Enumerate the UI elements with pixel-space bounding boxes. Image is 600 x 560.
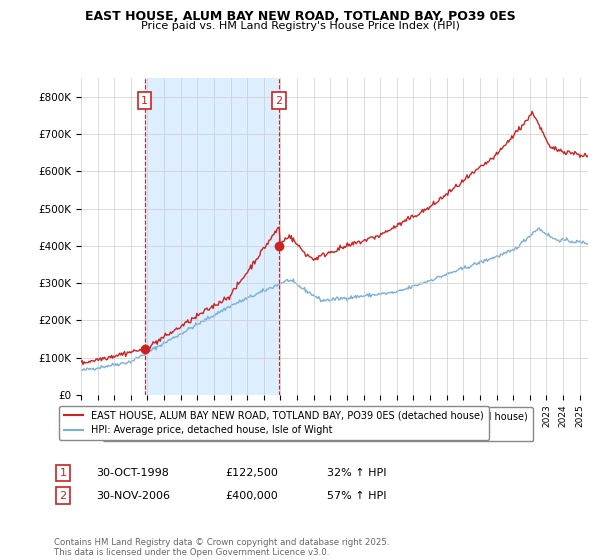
Text: Price paid vs. HM Land Registry's House Price Index (HPI): Price paid vs. HM Land Registry's House … bbox=[140, 21, 460, 31]
Text: 1: 1 bbox=[59, 468, 67, 478]
Text: 2: 2 bbox=[59, 491, 67, 501]
Legend: EAST HOUSE, ALUM BAY NEW ROAD, TOTLAND BAY, PO39 0ES (detached house), HPI: Aver: EAST HOUSE, ALUM BAY NEW ROAD, TOTLAND B… bbox=[103, 407, 533, 441]
Text: EAST HOUSE, ALUM BAY NEW ROAD, TOTLAND BAY, PO39 0ES: EAST HOUSE, ALUM BAY NEW ROAD, TOTLAND B… bbox=[85, 10, 515, 23]
Text: 2: 2 bbox=[275, 96, 283, 105]
Text: 30-NOV-2006: 30-NOV-2006 bbox=[96, 491, 170, 501]
Text: 30-OCT-1998: 30-OCT-1998 bbox=[96, 468, 169, 478]
Bar bbox=[145, 78, 279, 395]
Text: £400,000: £400,000 bbox=[225, 491, 278, 501]
Legend: EAST HOUSE, ALUM BAY NEW ROAD, TOTLAND BAY, PO39 0ES (detached house), HPI: Aver: EAST HOUSE, ALUM BAY NEW ROAD, TOTLAND B… bbox=[59, 406, 488, 440]
Text: Contains HM Land Registry data © Crown copyright and database right 2025.
This d: Contains HM Land Registry data © Crown c… bbox=[54, 538, 389, 557]
Text: £122,500: £122,500 bbox=[225, 468, 278, 478]
Text: 1: 1 bbox=[141, 96, 148, 105]
Text: 57% ↑ HPI: 57% ↑ HPI bbox=[327, 491, 386, 501]
Text: 32% ↑ HPI: 32% ↑ HPI bbox=[327, 468, 386, 478]
